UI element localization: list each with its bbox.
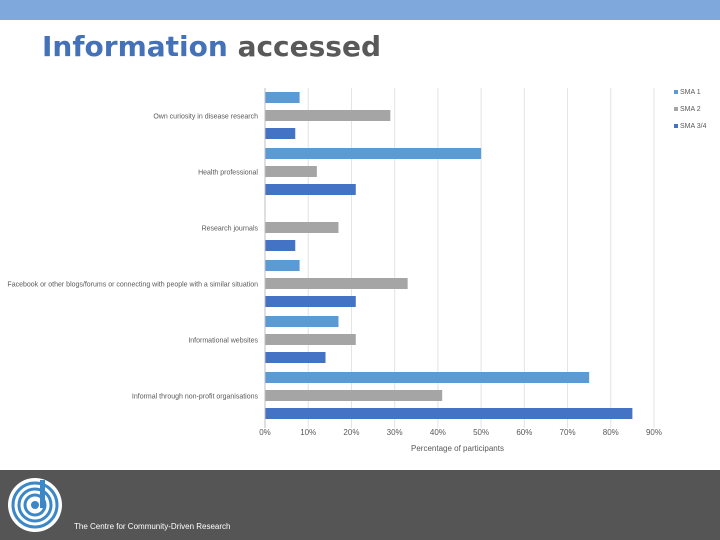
legend-swatch (674, 107, 678, 111)
ccdr-logo-icon (8, 478, 62, 532)
title-part-1: Information (42, 30, 228, 63)
x-tick-label: 80% (603, 428, 619, 437)
bar (265, 166, 317, 177)
x-tick-label: 30% (387, 428, 403, 437)
category-label: Health professional (198, 170, 258, 177)
top-band (0, 0, 720, 20)
category-label: Facebook or other blogs/forums or connec… (7, 282, 258, 289)
bar (265, 92, 300, 103)
bar (265, 334, 356, 345)
bar (265, 278, 408, 289)
category-label: Research journals (202, 226, 259, 233)
legend-label: SMA 2 (680, 106, 701, 113)
title-part-2: accessed (237, 30, 382, 63)
bar (265, 110, 391, 121)
footer: The Centre for Community-Driven Research (0, 470, 720, 540)
x-tick-label: 20% (343, 428, 359, 437)
bar (265, 372, 590, 383)
bar-chart: 0% 10% 20% 30% 40% 50% 60% 70% 80% 90% Own curiosi… (7, 88, 707, 453)
category-label: Informal through non-profit organisation… (132, 394, 259, 401)
footer-text: The Centre for Community-Driven Research (74, 522, 231, 531)
x-tick-label: 40% (430, 428, 446, 437)
bar (265, 222, 339, 233)
x-tick-label: 50% (473, 428, 489, 437)
bar (265, 352, 326, 363)
x-axis-title: Percentage of participants (411, 444, 504, 453)
x-tick-label: 90% (646, 428, 662, 437)
bar (265, 316, 339, 327)
bar (265, 240, 296, 251)
legend-swatch (674, 90, 678, 94)
x-tick-label: 70% (560, 428, 576, 437)
x-tick-label: 10% (300, 428, 316, 437)
bar (265, 408, 633, 419)
category-label: Informational websites (188, 338, 258, 345)
slide-title: Information accessed (42, 30, 381, 63)
legend-label: SMA 3/4 (680, 123, 707, 130)
bar (265, 390, 443, 401)
legend-swatch (674, 124, 678, 128)
x-tick-label: 0% (259, 428, 271, 437)
bar (265, 128, 296, 139)
bar (265, 296, 356, 307)
bar (265, 184, 356, 195)
category-label: Own curiosity in disease research (153, 114, 258, 121)
bar (265, 260, 300, 271)
legend-label: SMA 1 (680, 89, 701, 96)
bar (265, 148, 482, 159)
x-tick-label: 60% (516, 428, 532, 437)
